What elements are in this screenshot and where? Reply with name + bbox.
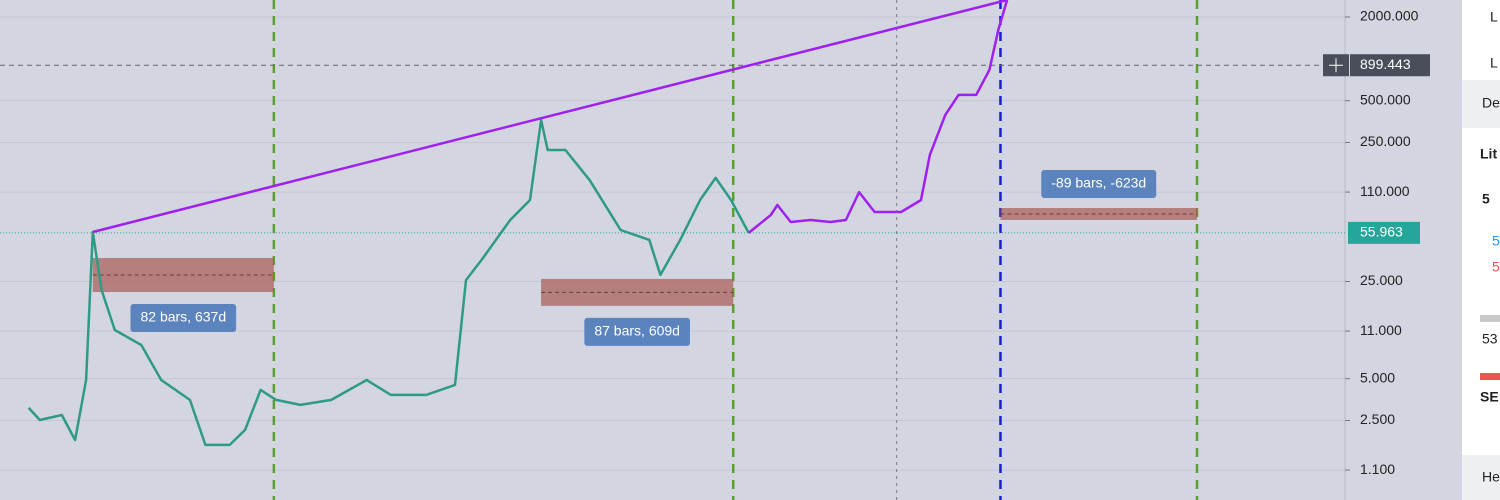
side-panel-text: L	[1490, 9, 1498, 25]
last-price-label: 55.963	[1360, 224, 1403, 240]
price-axis	[1345, 0, 1462, 500]
side-panel-text: 5	[1492, 233, 1500, 249]
side-panel-row	[1462, 80, 1500, 128]
range-label: -89 bars, -623d	[1051, 175, 1146, 191]
price-line	[747, 0, 1009, 234]
y-tick-label: 5.000	[1360, 369, 1395, 385]
y-tick-label: 250.000	[1360, 133, 1411, 149]
crosshair-plus	[1329, 58, 1343, 73]
range-label: 87 bars, 609d	[594, 323, 680, 339]
y-tick-label: 2000.000	[1360, 8, 1419, 24]
side-panel-text: Lit	[1480, 146, 1497, 162]
y-tick-label: 11.000	[1360, 322, 1402, 338]
range-label-box	[584, 317, 690, 346]
y-tick-label: 25.000	[1360, 272, 1403, 288]
range-label-box	[130, 304, 237, 333]
y-tick-label: 1.100	[1360, 461, 1395, 477]
plot-background	[0, 0, 1345, 500]
side-panel-text: L	[1490, 55, 1498, 71]
side-panel-bar	[1480, 315, 1500, 322]
price-line	[27, 118, 750, 447]
side-panel-row	[1462, 455, 1500, 500]
range-box	[92, 258, 274, 293]
side-panel-text: De	[1482, 95, 1500, 111]
side-panel-bar	[1480, 373, 1500, 380]
side-panel-text: 5	[1492, 259, 1500, 275]
side-panel-text: 53	[1482, 331, 1498, 347]
side-panel-text: He	[1482, 469, 1500, 485]
side-panel-text: SE	[1480, 389, 1499, 405]
price-line	[92, 0, 1008, 234]
crosshair-price-box	[1350, 54, 1430, 77]
y-tick-label: 2.500	[1360, 411, 1395, 427]
side-panel	[1462, 0, 1500, 500]
range-box	[541, 278, 734, 306]
y-tick-label: 110.000	[1360, 183, 1410, 199]
side-panel-text: 5	[1482, 191, 1490, 207]
y-tick-label: 500.000	[1360, 91, 1411, 107]
crosshair-price-label: 899.443	[1360, 56, 1411, 72]
range-label: 82 bars, 637d	[140, 309, 226, 325]
last-price-box	[1348, 221, 1420, 244]
range-label-box	[1041, 169, 1157, 198]
